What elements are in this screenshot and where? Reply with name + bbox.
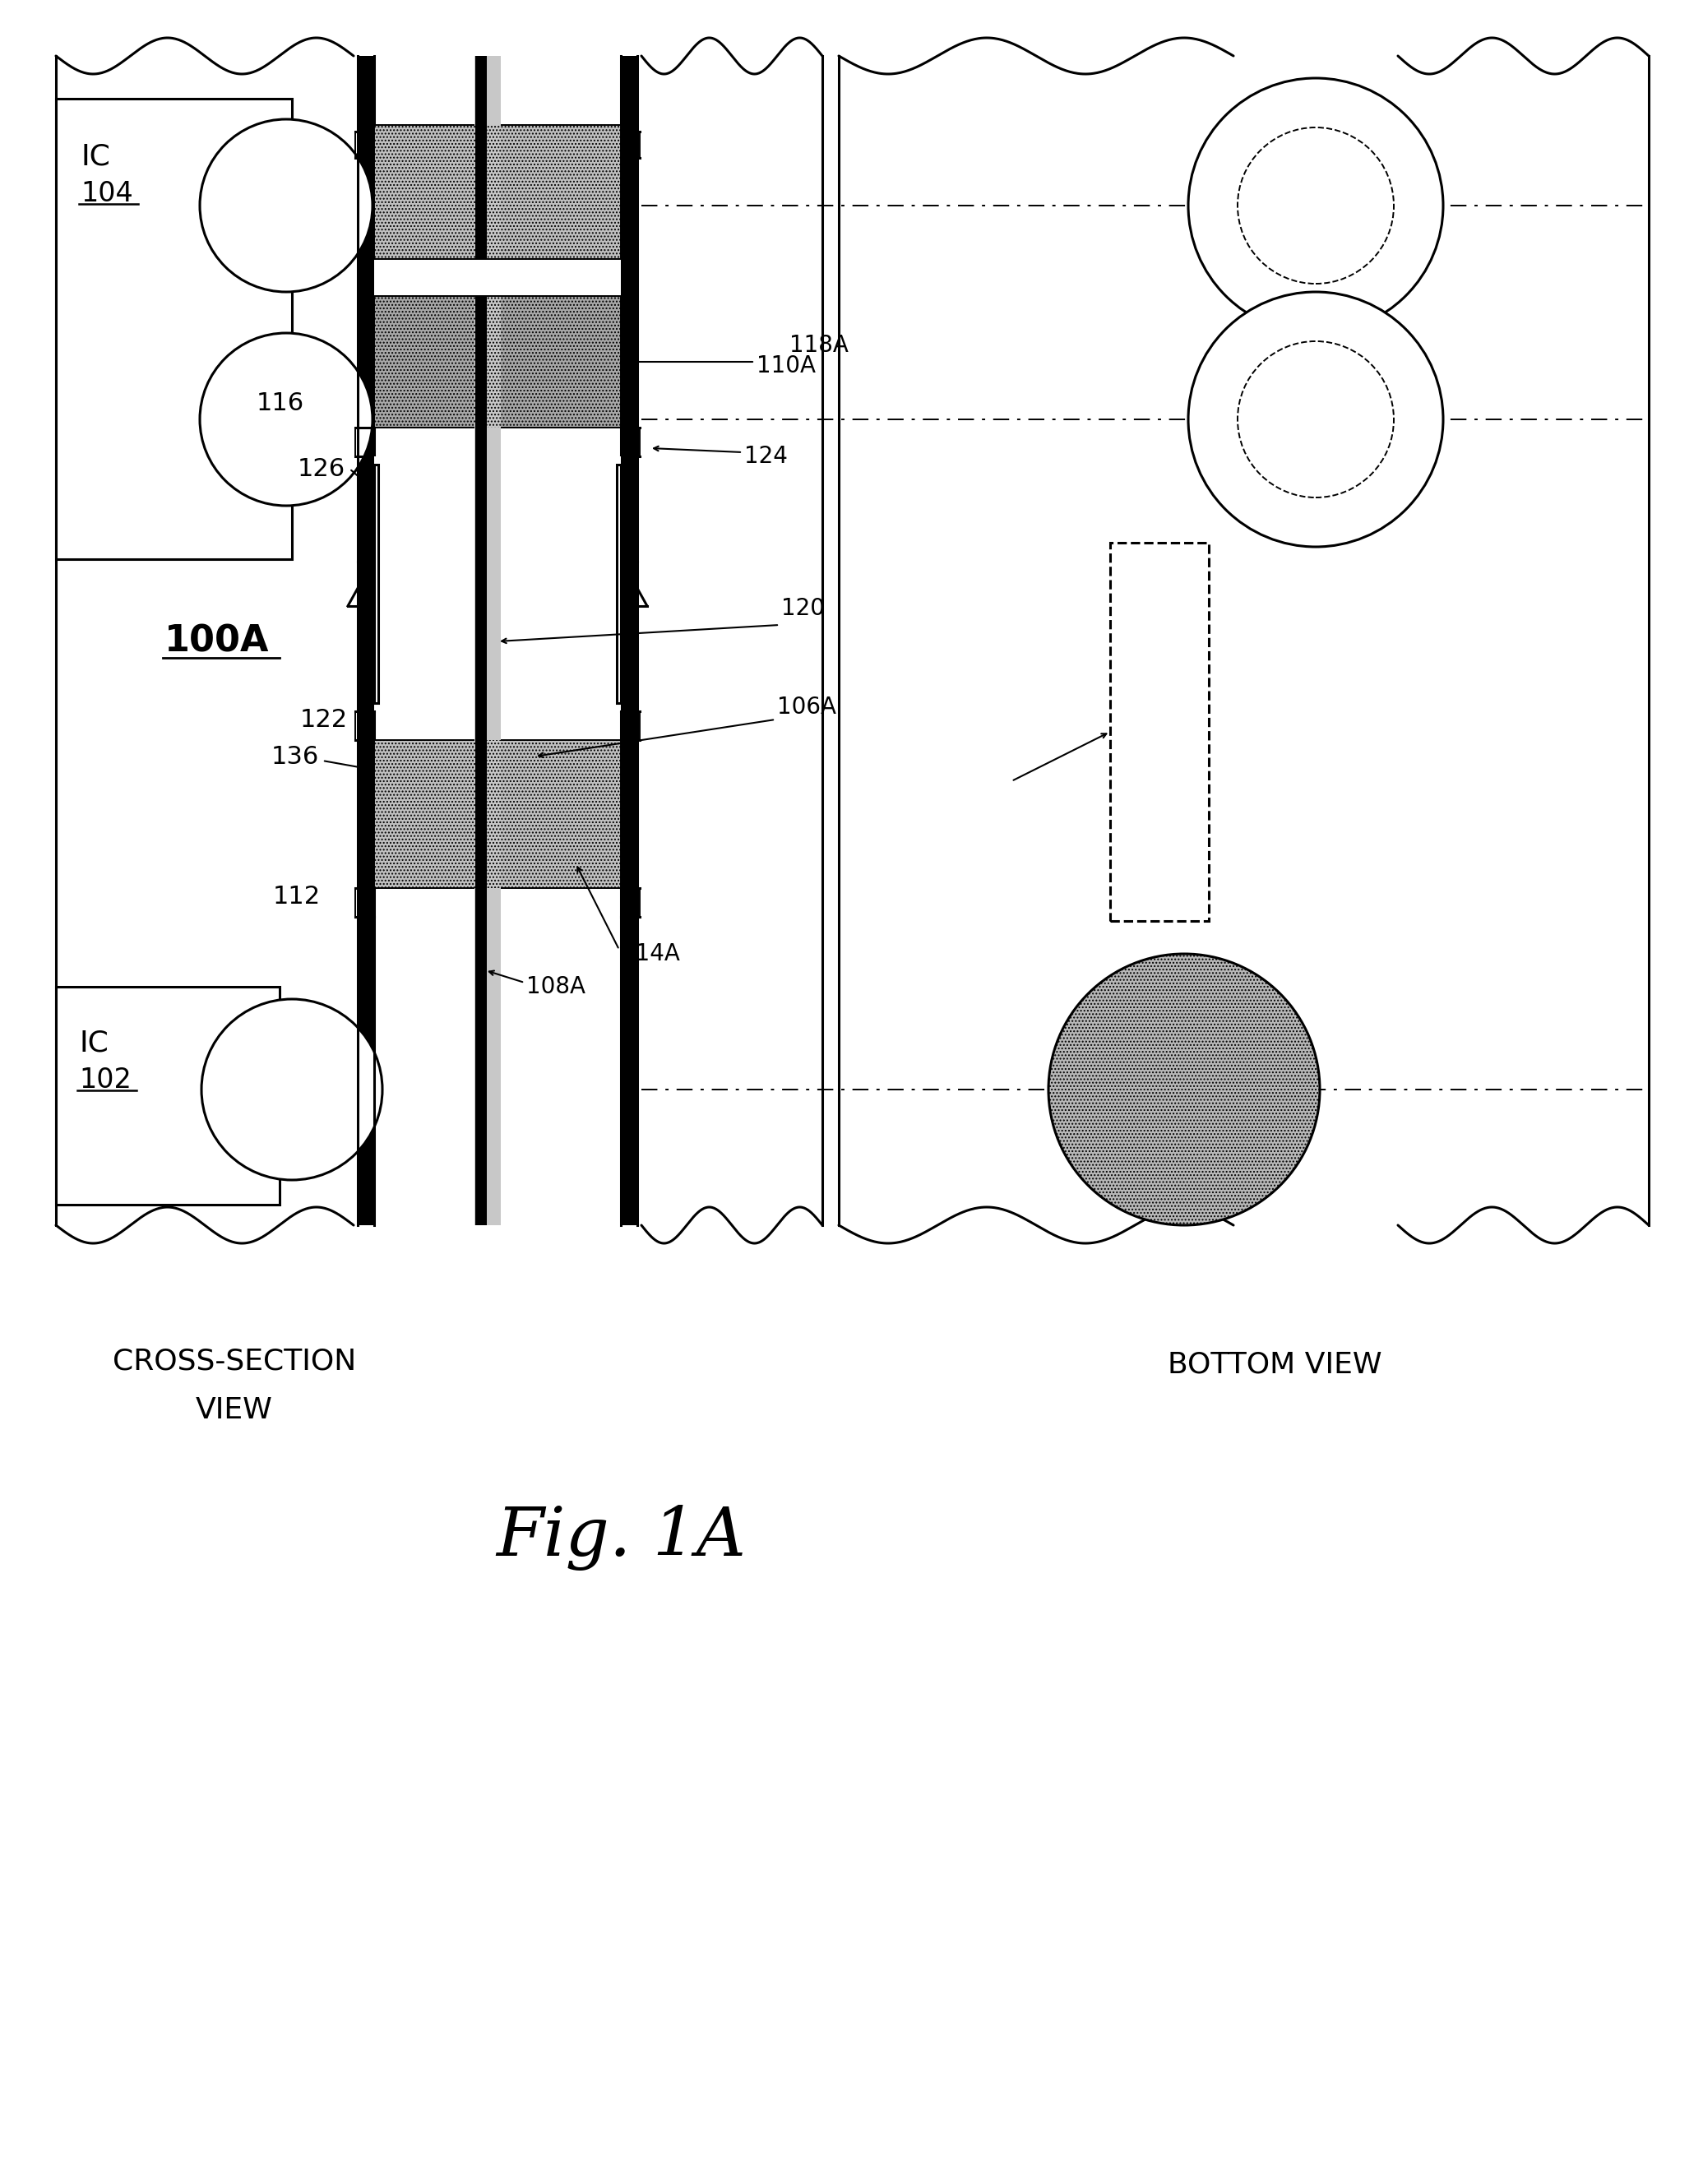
Circle shape <box>1049 954 1320 1225</box>
Bar <box>375 740 622 889</box>
Text: Fig. 1A: Fig. 1A <box>496 1505 746 1570</box>
Text: 106A: 106A <box>777 697 836 719</box>
Circle shape <box>1238 127 1393 284</box>
Bar <box>375 297 622 428</box>
Bar <box>358 57 375 1225</box>
Circle shape <box>201 998 383 1179</box>
Text: 102: 102 <box>78 1066 131 1094</box>
Text: 104: 104 <box>80 179 133 207</box>
Text: 120: 120 <box>782 596 824 620</box>
Text: 100A: 100A <box>165 625 269 660</box>
Text: BOTTOM VIEW: BOTTOM VIEW <box>1168 1352 1381 1378</box>
Text: 114A: 114A <box>622 941 679 965</box>
Bar <box>475 57 501 1225</box>
Bar <box>375 740 622 889</box>
Text: 112: 112 <box>272 885 320 909</box>
Text: 124: 124 <box>744 446 788 467</box>
Text: 122: 122 <box>300 708 347 732</box>
Text: IC: IC <box>80 142 111 170</box>
Text: VIEW: VIEW <box>196 1396 272 1424</box>
Bar <box>375 260 622 297</box>
Bar <box>1110 542 1209 922</box>
Text: 118A: 118A <box>790 334 848 356</box>
Bar <box>375 297 622 428</box>
Circle shape <box>1238 341 1393 498</box>
Text: 108A: 108A <box>526 976 586 998</box>
Text: IC: IC <box>78 1029 109 1057</box>
Text: 110A: 110A <box>756 354 816 378</box>
Text: CROSS-SECTION: CROSS-SECTION <box>112 1348 356 1376</box>
Text: 126: 126 <box>298 456 346 480</box>
Circle shape <box>199 120 373 293</box>
Bar <box>375 456 622 712</box>
Bar <box>56 987 279 1206</box>
Bar <box>616 465 622 703</box>
Bar <box>375 124 622 260</box>
Bar <box>475 57 487 1225</box>
Bar <box>56 98 291 559</box>
Bar <box>375 465 378 703</box>
Text: 116: 116 <box>257 391 305 415</box>
Text: 136: 136 <box>271 745 318 769</box>
Circle shape <box>1189 79 1442 332</box>
Bar <box>622 57 637 1225</box>
Bar <box>375 124 622 260</box>
Circle shape <box>199 332 373 507</box>
Circle shape <box>1189 293 1442 546</box>
